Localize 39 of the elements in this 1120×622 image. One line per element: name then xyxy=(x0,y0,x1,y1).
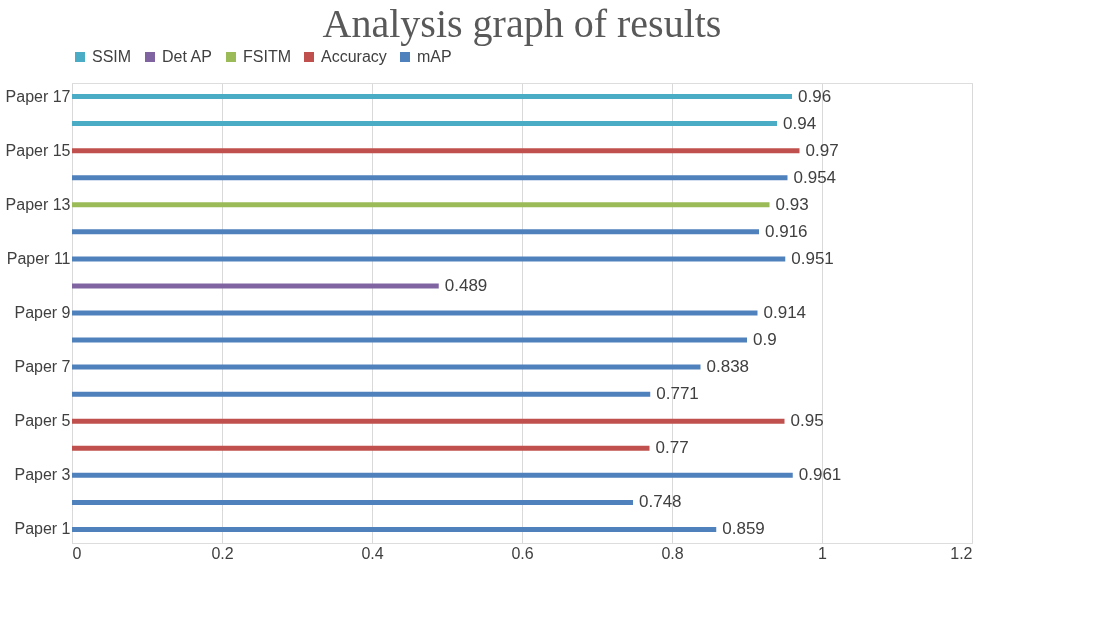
data-label: 0.916 xyxy=(765,221,808,241)
y-tick-label: Paper 1 xyxy=(14,520,71,538)
legend-label: Det AP xyxy=(162,48,212,65)
legend-label: mAP xyxy=(417,48,452,65)
y-tick-label: Paper 13 xyxy=(5,195,71,213)
data-label: 0.9 xyxy=(753,330,777,350)
x-tick-label: 0.2 xyxy=(211,544,234,562)
data-label: 0.95 xyxy=(790,411,824,431)
y-tick-label: Paper 9 xyxy=(14,304,71,321)
y-tick-label: Paper 3 xyxy=(14,466,71,484)
data-label: 0.951 xyxy=(791,248,834,268)
y-tick-label: Paper 7 xyxy=(14,358,71,376)
data-label: 0.96 xyxy=(798,86,832,106)
data-label: 0.914 xyxy=(763,303,807,322)
x-tick-label: 0 xyxy=(72,544,82,562)
x-tick-label: 0.6 xyxy=(511,544,534,562)
y-tick-label: Paper 11 xyxy=(6,249,71,267)
data-label: 0.771 xyxy=(656,384,699,404)
x-tick-label: 1.2 xyxy=(950,544,973,562)
data-label: 0.94 xyxy=(783,113,817,133)
data-label: 0.748 xyxy=(639,492,682,512)
data-label: 0.97 xyxy=(805,140,839,160)
data-label: 0.489 xyxy=(444,275,488,295)
legend-label: Accuracy xyxy=(321,48,387,65)
data-label: 0.954 xyxy=(793,167,837,187)
data-label: 0.961 xyxy=(798,465,842,485)
data-label: 0.77 xyxy=(655,438,689,458)
x-tick-label: 0.4 xyxy=(361,544,384,562)
data-label: 0.93 xyxy=(775,194,809,214)
legend-label: FSITM xyxy=(243,48,291,65)
y-tick-label: Paper 17 xyxy=(5,87,71,105)
data-label: 0.838 xyxy=(706,357,750,377)
chart-title: Analysis graph of results xyxy=(322,1,722,46)
y-tick-label: Paper 15 xyxy=(5,141,71,159)
x-tick-label: 0.8 xyxy=(661,544,684,562)
x-tick-label: 1 xyxy=(818,544,828,562)
legend-label: SSIM xyxy=(92,48,132,65)
y-tick-label: Paper 5 xyxy=(14,412,71,430)
data-label: 0.859 xyxy=(722,519,765,539)
